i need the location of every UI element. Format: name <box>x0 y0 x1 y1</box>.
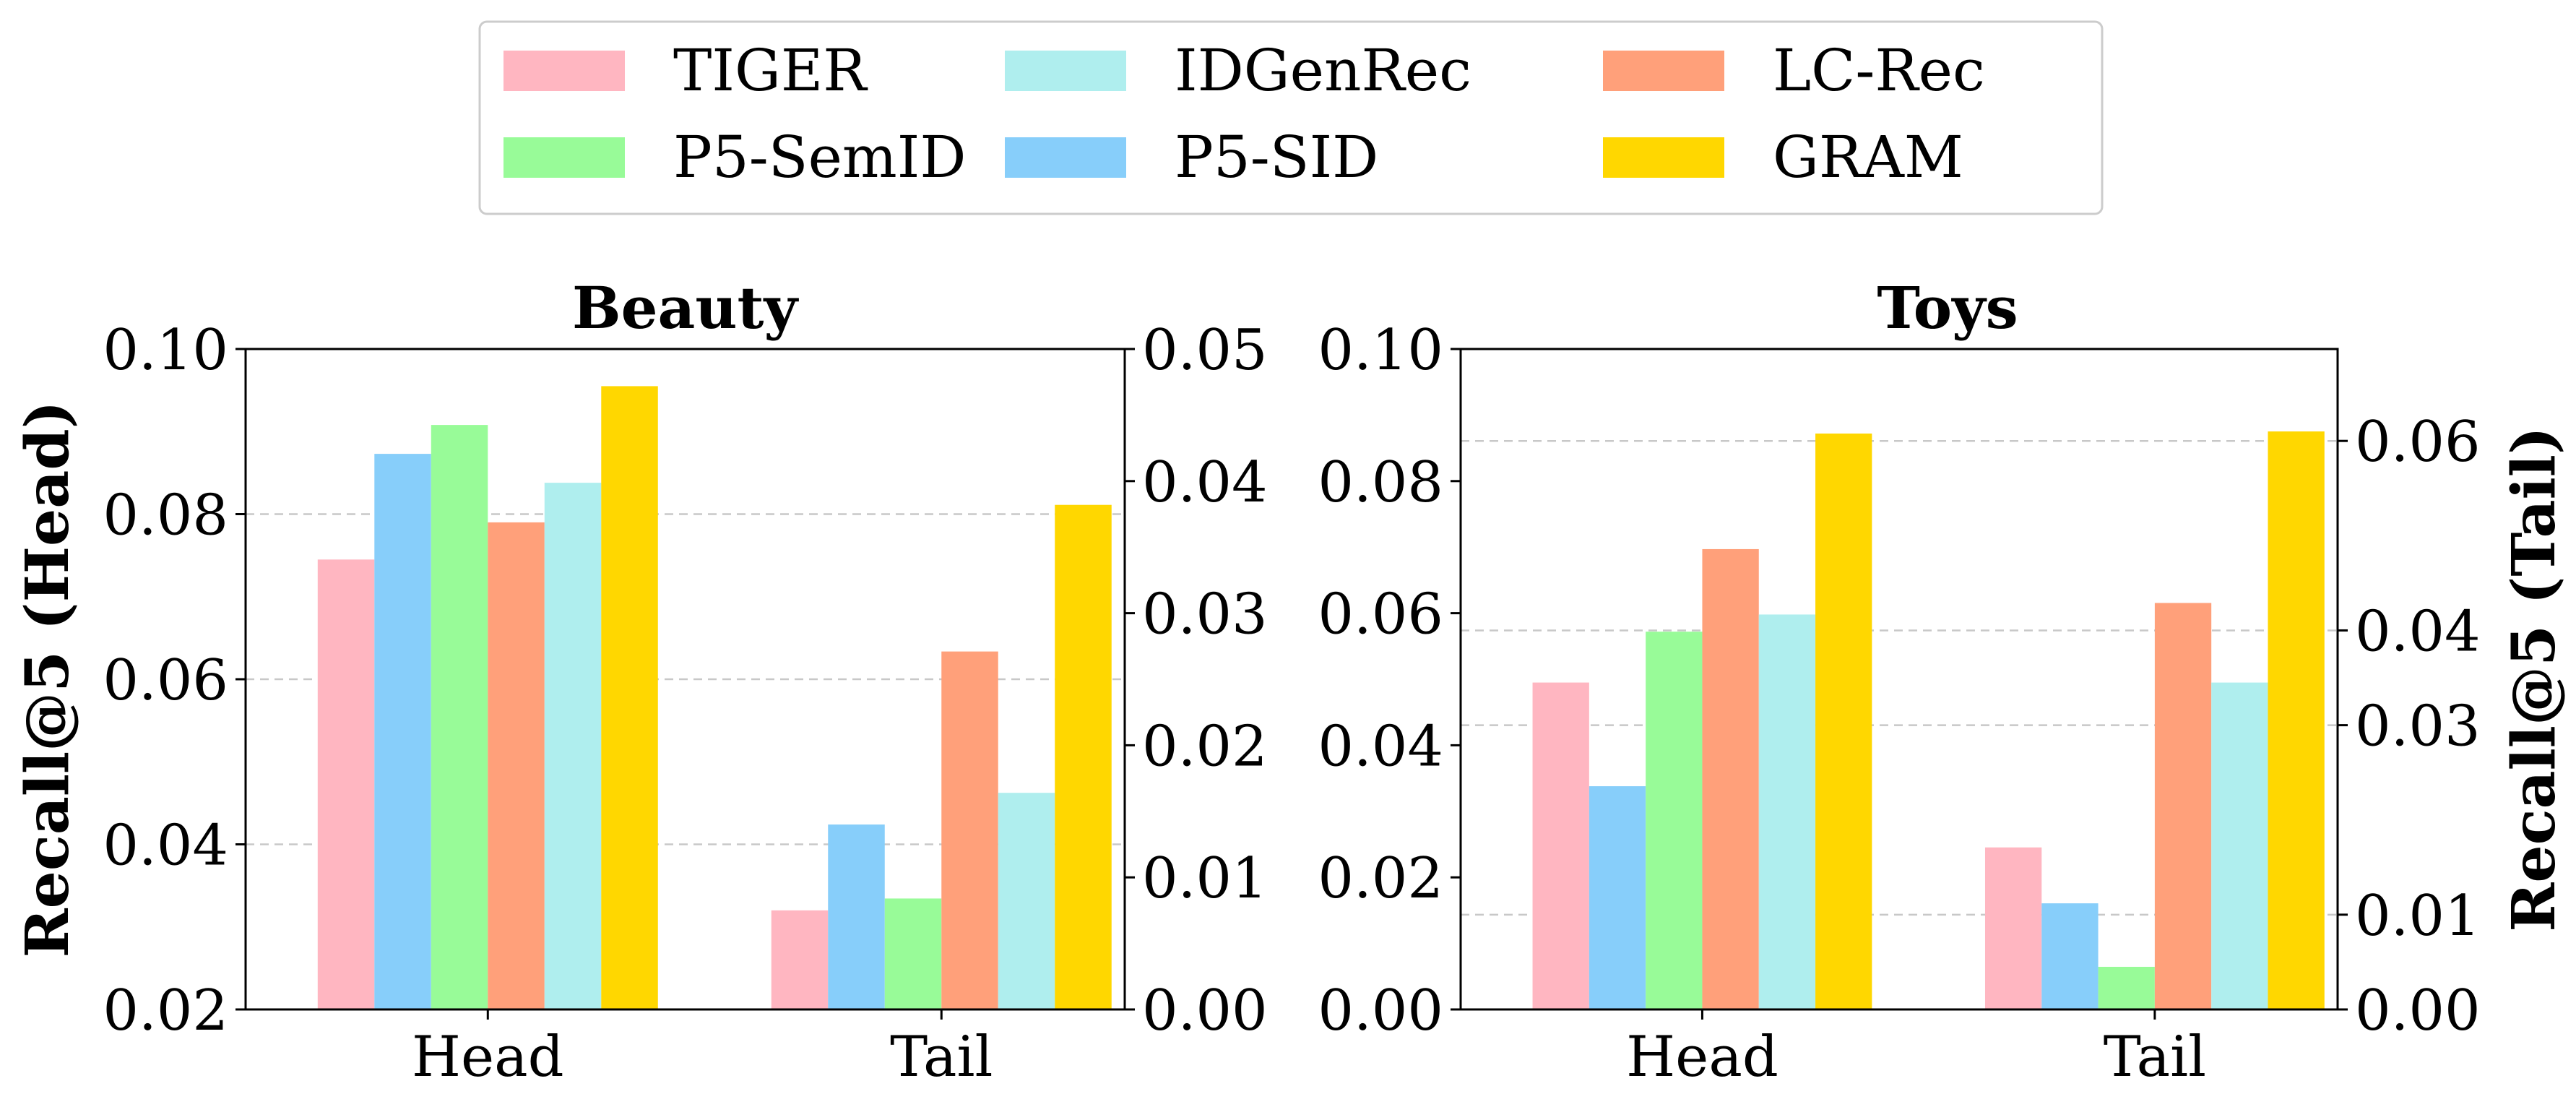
x-tick-label-head: Head <box>412 1025 564 1090</box>
legend-swatch-gram <box>1603 137 1724 178</box>
x-tick-label-tail: Tail <box>890 1025 993 1090</box>
legend-swatch-p5-semid <box>503 137 625 178</box>
y-tick-label: 0.10 <box>103 318 228 383</box>
y2-tick-label: 0.04 <box>1142 450 1268 515</box>
legend-swatch-p5-sid <box>1005 137 1126 178</box>
panel-title: Beauty <box>572 274 799 342</box>
bar-toys-head-gram <box>1815 433 1872 1009</box>
bar-toys-head-p5-sid <box>1589 786 1646 1009</box>
bar-toys-head-p5-semid <box>1646 632 1703 1009</box>
y2-tick-label: 0.00 <box>1142 978 1268 1043</box>
legend-swatch-lc-rec <box>1603 51 1724 91</box>
y-tick-label: 0.04 <box>103 814 228 879</box>
legend-label-tiger: TIGER <box>673 37 868 104</box>
y-tick-label: 0.06 <box>1318 582 1443 647</box>
legend-label-idgenrec: IDGenRec <box>1175 37 1471 104</box>
chart-panels: Head Tail 0.02 0.04 0.06 0.08 0.10 0.00 0.01 0.02… <box>13 274 2569 1090</box>
legend-label-p5-sid: P5-SID <box>1175 124 1378 191</box>
y2-tick-label: 0.05 <box>1142 318 1268 383</box>
legend-item-lc-rec: LC-Rec <box>1603 37 1985 104</box>
y2-axis-title: Recall@5 (Tail) <box>2499 426 2569 931</box>
y2-tick-label: 0.03 <box>1142 582 1268 647</box>
y-axis-title: Recall@5 (Head) <box>13 401 82 958</box>
bar-beauty-head-tiger <box>317 559 375 1009</box>
bar-toys-tail-p5-sid <box>2041 903 2099 1009</box>
bar-beauty-head-idgenrec <box>544 483 602 1009</box>
panel-title: Toys <box>1877 274 2018 342</box>
bar-beauty-tail-p5-semid <box>884 898 942 1009</box>
y2-tick-label: 0.02 <box>1142 714 1268 779</box>
y-tick-label: 0.02 <box>103 978 228 1043</box>
bar-beauty-head-lc-rec <box>488 522 545 1009</box>
bar-beauty-head-gram <box>601 386 658 1009</box>
y-tick-label: 0.08 <box>103 483 228 548</box>
y2-tick-label: 0.01 <box>1142 846 1268 911</box>
y-tick-label: 0.02 <box>1318 846 1443 911</box>
bar-beauty-tail-gram <box>1055 504 1112 1009</box>
panel-toys: Head Tail 0.00 0.02 0.04 0.06 0.08 0.10 0.00 0.01… <box>1318 274 2569 1090</box>
bar-beauty-head-p5-sid <box>374 454 431 1009</box>
legend-item-idgenrec: IDGenRec <box>1005 37 1471 104</box>
legend: TIGER P5-SemID IDGenRec P5-SID LC-Rec GRAM <box>478 20 2104 215</box>
legend-item-p5-semid: P5-SemID <box>503 124 967 191</box>
y2-tick-label: 0.03 <box>2355 694 2481 759</box>
bar-beauty-head-p5-semid <box>431 425 488 1009</box>
x-tick-label-tail: Tail <box>2104 1025 2206 1090</box>
y2-tick-label: 0.00 <box>2355 978 2481 1043</box>
legend-swatch-tiger <box>503 51 625 91</box>
panel-beauty: Head Tail 0.02 0.04 0.06 0.08 0.10 0.00 0.01 0.02… <box>13 274 1268 1090</box>
y-tick-label: 0.04 <box>1318 714 1443 779</box>
bar-beauty-tail-tiger <box>771 910 829 1009</box>
bar-beauty-tail-idgenrec <box>998 793 1055 1009</box>
y2-tick-label: 0.06 <box>2355 410 2481 475</box>
legend-item-gram: GRAM <box>1603 124 1963 191</box>
bar-toys-head-lc-rec <box>1702 548 1759 1009</box>
y-tick-label: 0.08 <box>1318 450 1443 515</box>
bar-toys-tail-tiger <box>1984 847 2042 1009</box>
y2-tick-label: 0.04 <box>2355 599 2481 664</box>
y-tick-label: 0.10 <box>1318 318 1443 383</box>
bar-toys-tail-gram <box>2268 431 2325 1009</box>
legend-label-gram: GRAM <box>1773 124 1963 191</box>
bar-toys-tail-idgenrec <box>2211 682 2268 1009</box>
y2-tick-label: 0.01 <box>2355 884 2481 949</box>
legend-label-lc-rec: LC-Rec <box>1773 37 1985 104</box>
y-tick-label: 0.00 <box>1318 978 1443 1043</box>
x-tick-label-head: Head <box>1626 1025 1778 1090</box>
plot-frame <box>1459 348 2339 1011</box>
bar-beauty-tail-lc-rec <box>941 651 998 1009</box>
bar-toys-head-idgenrec <box>1758 614 1816 1009</box>
legend-label-p5-semid: P5-SemID <box>673 124 967 191</box>
bar-toys-tail-lc-rec <box>2154 603 2212 1009</box>
legend-item-p5-sid: P5-SID <box>1005 124 1378 191</box>
y-tick-label: 0.06 <box>103 648 228 713</box>
legend-swatch-idgenrec <box>1005 51 1126 91</box>
bar-toys-tail-p5-semid <box>2098 966 2155 1009</box>
bar-beauty-tail-p5-sid <box>828 824 885 1009</box>
bar-toys-head-tiger <box>1532 682 1589 1009</box>
legend-item-tiger: TIGER <box>503 37 868 104</box>
